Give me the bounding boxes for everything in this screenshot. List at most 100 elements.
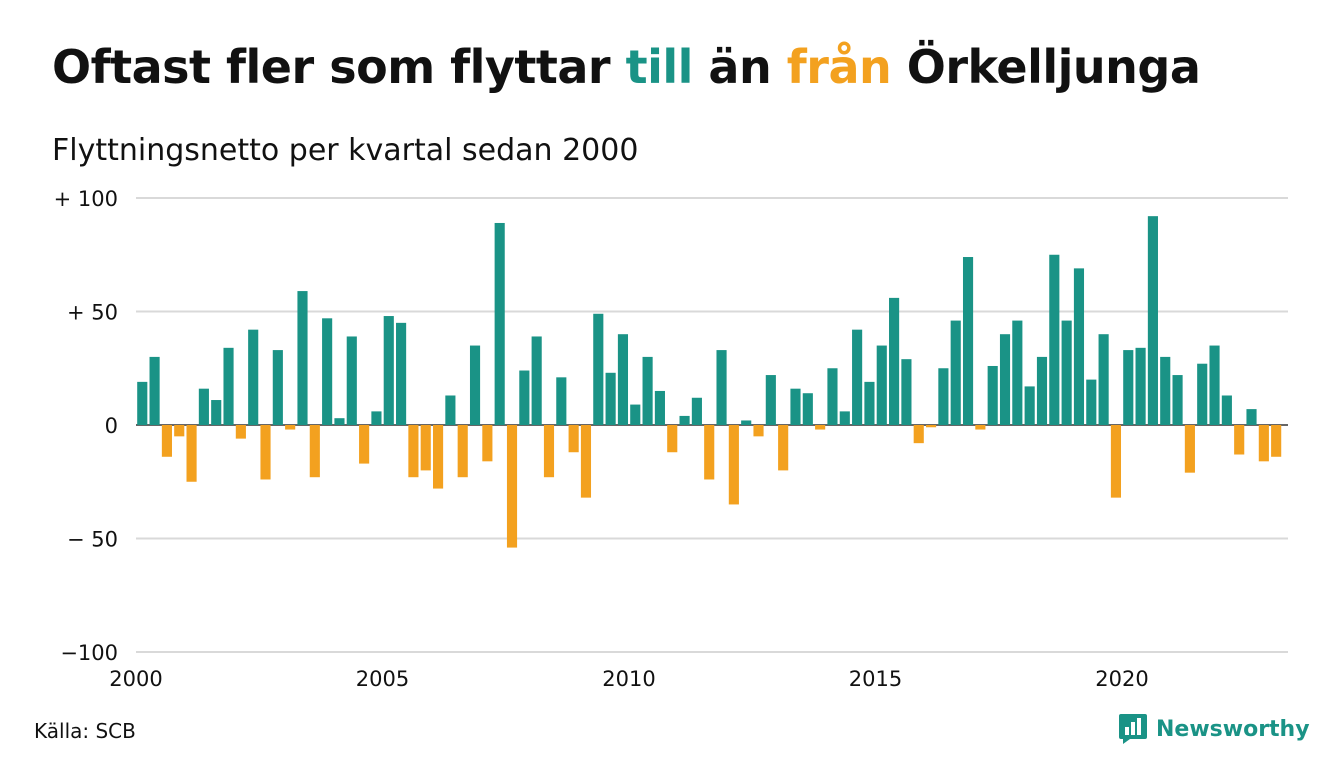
y-tick-label: 0 — [105, 414, 118, 438]
x-tick-label: 2010 — [602, 667, 655, 691]
y-tick-label: + 100 — [54, 187, 118, 211]
bar — [543, 425, 555, 478]
chart-subtitle: Flyttningsnetto per kvartal sedan 2000 — [52, 133, 639, 168]
bar — [1073, 268, 1085, 425]
y-tick-label: + 50 — [67, 301, 118, 325]
brand-logo: Newsworthy — [1118, 713, 1310, 745]
bar — [667, 425, 678, 453]
bar — [1123, 350, 1134, 425]
bar — [420, 425, 431, 471]
title-word-fran: från — [786, 40, 892, 94]
bar — [309, 425, 320, 478]
y-tick-label: − 50 — [67, 528, 118, 552]
bar — [1184, 425, 1195, 473]
bar — [1061, 320, 1072, 425]
bar — [1221, 395, 1232, 425]
bar — [457, 425, 468, 478]
bar — [1160, 356, 1171, 425]
bar — [778, 425, 789, 471]
bar — [593, 313, 604, 425]
bar — [334, 418, 345, 425]
bar — [371, 411, 382, 425]
bar — [765, 375, 776, 425]
bar — [999, 334, 1011, 425]
bar — [815, 425, 826, 430]
bar — [568, 425, 579, 453]
bar — [1234, 425, 1245, 455]
bar — [285, 425, 296, 430]
bar — [235, 425, 246, 439]
bar — [962, 257, 974, 425]
bar — [691, 397, 702, 425]
bar — [1172, 375, 1183, 425]
bar — [913, 425, 924, 444]
bar — [519, 370, 530, 425]
bar — [359, 425, 370, 464]
bar — [1135, 347, 1146, 425]
bar — [223, 347, 234, 425]
bar — [901, 359, 912, 425]
bar — [839, 411, 850, 425]
bar — [716, 350, 727, 425]
bar — [383, 316, 394, 425]
bar — [1271, 425, 1282, 457]
bar — [494, 222, 505, 425]
bar — [1197, 363, 1208, 425]
bar — [605, 372, 616, 425]
x-tick-label: 2005 — [356, 667, 409, 691]
bar — [580, 425, 592, 498]
y-axis-ticks: + 100 + 50 0 − 50 −100 — [54, 187, 118, 665]
bar — [728, 425, 739, 505]
bar — [1246, 409, 1257, 425]
bar — [704, 425, 715, 480]
bar-chart: + 100 + 50 0 − 50 −100 2000 2005 2010 2015 2020 — [54, 187, 1288, 691]
bar — [790, 388, 801, 425]
bar — [1024, 386, 1035, 425]
x-tick-label: 2000 — [109, 667, 162, 691]
bar — [679, 415, 690, 425]
brand-name: Newsworthy — [1156, 716, 1310, 742]
x-tick-label: 2015 — [849, 667, 902, 691]
bar — [272, 350, 283, 425]
bar — [1110, 425, 1122, 498]
bar — [827, 368, 838, 425]
bar — [926, 425, 937, 428]
bar — [852, 329, 863, 425]
bar — [1258, 425, 1269, 462]
bar — [889, 297, 900, 425]
bar — [1098, 334, 1109, 425]
newsworthy-chart-bubble-icon — [1119, 714, 1147, 744]
bar — [1049, 254, 1060, 425]
title-part-1: Oftast fler som flyttar — [52, 40, 626, 94]
bar — [322, 318, 333, 425]
bar — [630, 404, 641, 425]
bar — [482, 425, 493, 462]
x-axis-ticks: 2000 2005 2010 2015 2020 — [109, 667, 1148, 691]
bar — [741, 420, 752, 425]
title-part-2: än — [692, 40, 787, 94]
bar — [753, 425, 764, 437]
bar — [654, 390, 665, 425]
bar — [346, 336, 357, 425]
bar — [1209, 345, 1220, 425]
bars — [137, 216, 1282, 548]
bar — [864, 381, 875, 425]
bar — [950, 320, 961, 425]
bar — [408, 425, 419, 478]
bar — [445, 395, 456, 425]
bar — [556, 377, 567, 425]
bar — [1086, 379, 1097, 425]
x-tick-label: 2020 — [1095, 667, 1148, 691]
bar — [174, 425, 185, 437]
bar — [149, 356, 160, 425]
bar — [469, 345, 481, 425]
bar — [531, 336, 542, 425]
bar — [975, 425, 986, 430]
bar — [642, 356, 653, 425]
bar — [987, 365, 998, 425]
bar — [211, 400, 222, 425]
bar — [938, 368, 949, 425]
bar — [198, 388, 209, 425]
bar — [186, 425, 197, 482]
bar — [137, 381, 148, 425]
